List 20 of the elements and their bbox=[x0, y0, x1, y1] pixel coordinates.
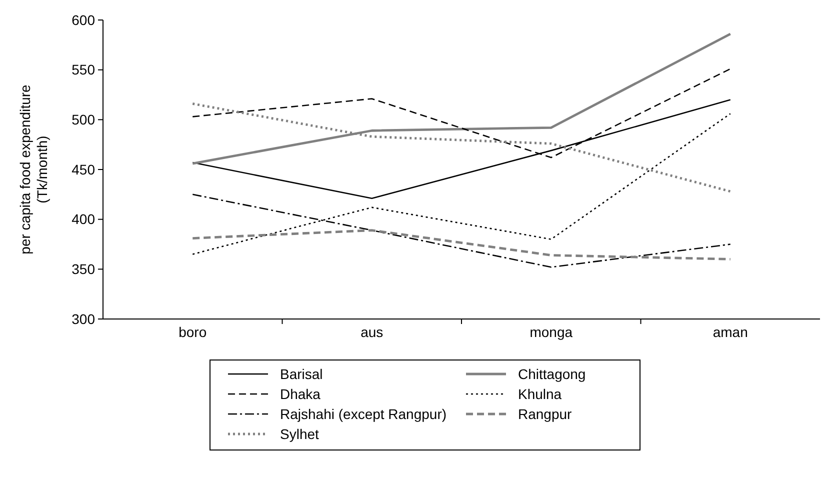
legend-label: Rangpur bbox=[518, 406, 572, 422]
y-tick-label: 550 bbox=[72, 62, 96, 78]
legend-label: Dhaka bbox=[280, 386, 321, 402]
y-tick-label: 450 bbox=[72, 161, 96, 178]
legend-label: Chittagong bbox=[518, 366, 586, 382]
x-tick-label: monga bbox=[530, 324, 573, 340]
y-tick-label: 350 bbox=[72, 261, 96, 278]
legend-label: Khulna bbox=[518, 386, 562, 402]
y-tick-label: 600 bbox=[72, 12, 96, 28]
line-series bbox=[191, 229, 732, 260]
legend-label: Rajshahi (except Rangpur) bbox=[280, 406, 447, 422]
x-tick-label: boro bbox=[178, 324, 207, 340]
y-tick-label: 300 bbox=[72, 310, 96, 327]
y-axis-title: per capita food expenditure (Tk/month) bbox=[17, 84, 50, 254]
y-tick-label: 500 bbox=[72, 112, 96, 128]
legend-label: Barisal bbox=[280, 366, 323, 382]
x-tick-label: aman bbox=[712, 324, 748, 340]
legend-label: Sylhet bbox=[280, 426, 320, 442]
y-tick-label: 400 bbox=[72, 211, 96, 228]
x-tick-label: aus bbox=[360, 324, 384, 340]
